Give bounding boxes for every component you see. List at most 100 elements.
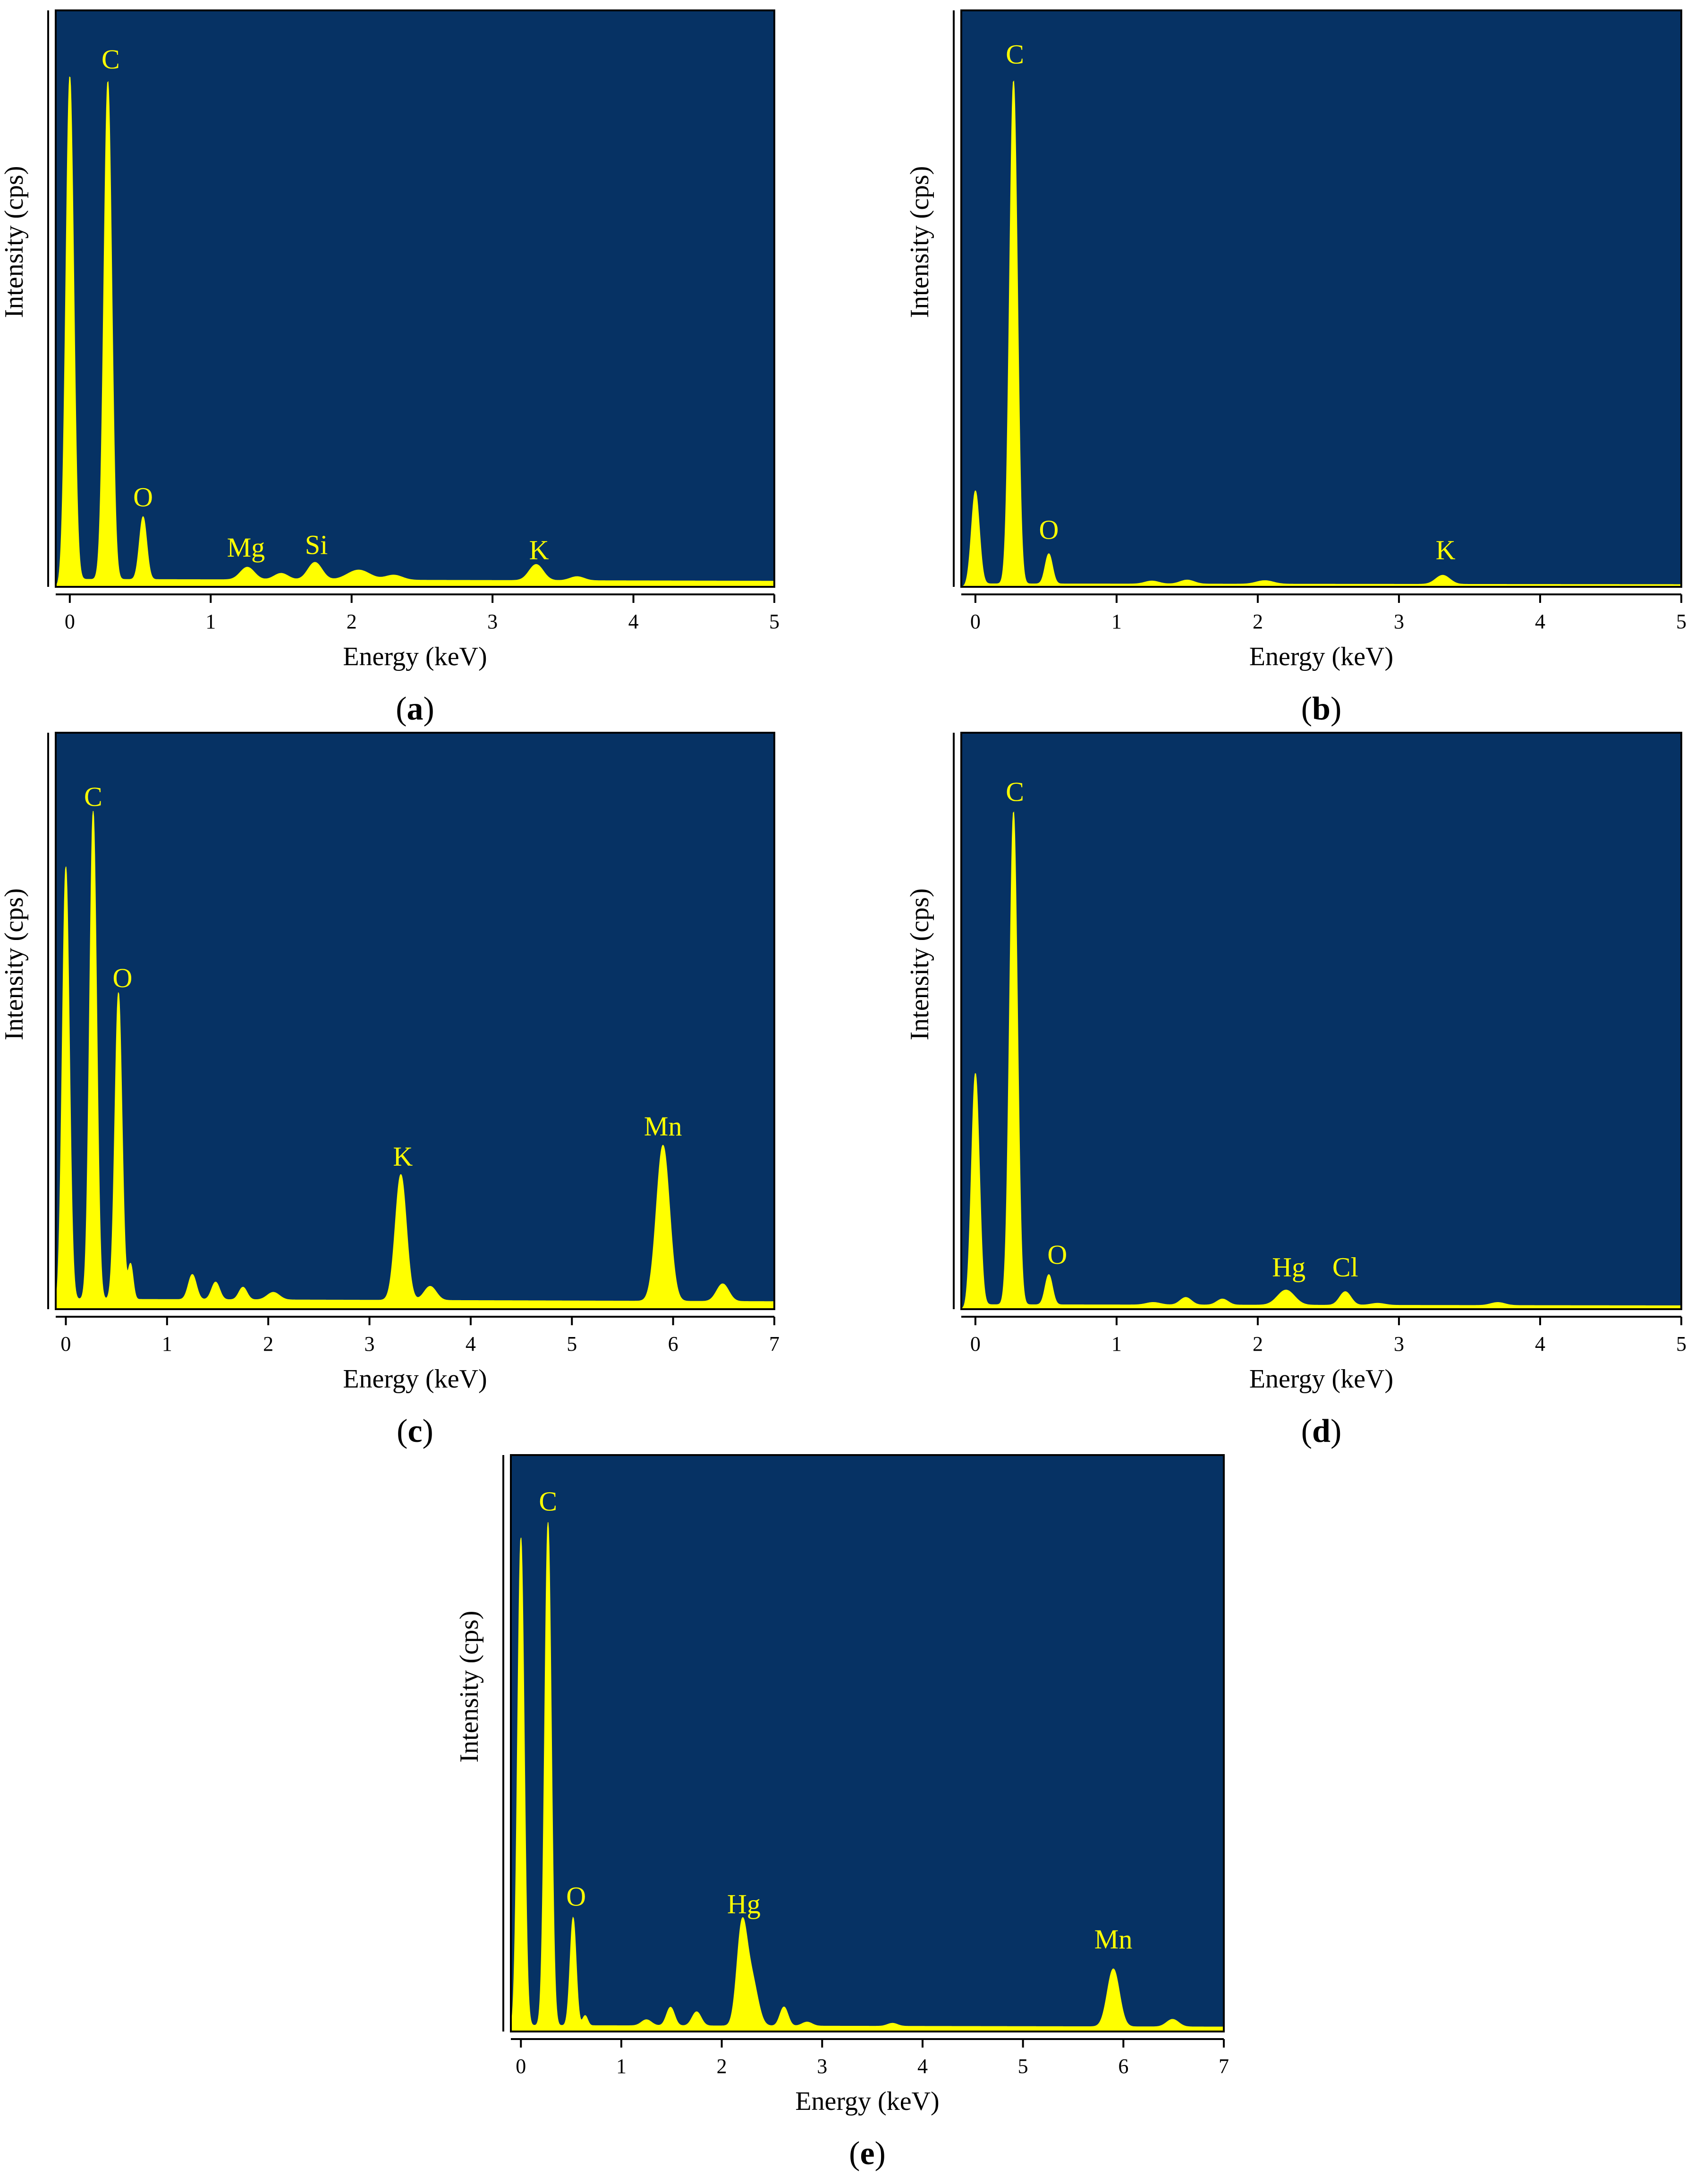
x-tick-label: 5: [769, 610, 780, 633]
panel-caption: (e): [849, 2135, 886, 2172]
caption-letter: c: [407, 1413, 422, 1449]
plot-background: [55, 9, 775, 588]
peak-label-mn: Mn: [644, 1111, 682, 1142]
caption-close-paren: ): [1331, 1413, 1341, 1449]
x-axis-title: Energy (keV): [1249, 1364, 1393, 1394]
x-tick-label: 4: [1535, 1332, 1545, 1355]
x-tick-label: 3: [487, 610, 498, 633]
panel-caption: (b): [1301, 691, 1342, 727]
x-tick-label: 5: [1018, 2055, 1028, 2078]
x-tick-label: 3: [1394, 1332, 1404, 1355]
x-tick-label: 1: [1111, 1332, 1122, 1355]
x-tick-label: 2: [347, 610, 357, 633]
peak-label-mn: Mn: [1094, 1924, 1133, 1955]
y-axis-title: Intensity (cps): [0, 166, 29, 318]
x-tick-label: 0: [516, 2055, 526, 2078]
x-tick-label: 1: [162, 1332, 172, 1355]
x-axis-title: Energy (keV): [1249, 642, 1393, 671]
caption-close-paren: ): [424, 691, 434, 727]
peak-label-c: C: [1006, 776, 1024, 807]
peak-label-si: Si: [305, 530, 328, 560]
peak-label-k: K: [529, 534, 549, 565]
x-tick-label: 3: [817, 2055, 827, 2078]
spectrum-area: [510, 1522, 1224, 2032]
caption-letter: e: [860, 2135, 874, 2172]
peak-label-o: O: [133, 482, 153, 512]
x-tick-label: 4: [1535, 610, 1545, 633]
chart-panel-c: 0 1 2 3 4 5 6 7 Energy (keV) Intensity (cps) C O K Mn…: [0, 732, 780, 1449]
spectrum-area: [961, 80, 1682, 587]
plot-background: [960, 732, 1682, 1310]
caption-open-paren: (: [1301, 1413, 1312, 1449]
chart-panel-e: 0 1 2 3 4 5 6 7 Energy (keV) Intensity (cps) C O Hg M…: [455, 1454, 1229, 2172]
panel-caption: (d): [1301, 1413, 1342, 1449]
chart-panel-d: 0 1 2 3 4 5 Energy (keV) Intensity (cps) C O Hg Cl (…: [905, 732, 1687, 1449]
caption-close-paren: ): [1331, 691, 1341, 727]
peak-label-cl: Cl: [1332, 1252, 1358, 1283]
chart-panel-a: 0 1 2 3 4 5 Energy (keV) Intensity (cps) C O Mg Si K…: [0, 9, 780, 727]
caption-letter: d: [1312, 1413, 1331, 1449]
x-tick-label: 5: [567, 1332, 577, 1355]
peak-label-k: K: [393, 1141, 413, 1172]
x-tick-label: 4: [628, 610, 639, 633]
peak-label-c: C: [539, 1486, 557, 1517]
x-tick-label: 1: [1111, 610, 1122, 633]
caption-open-paren: (: [396, 691, 407, 727]
x-tick-label: 0: [970, 1332, 981, 1355]
peak-label-k: K: [1436, 534, 1456, 565]
plot-frame: [960, 9, 1682, 588]
x-axis-title: Energy (keV): [795, 2087, 939, 2116]
caption-close-paren: ): [875, 2135, 886, 2172]
plot-frame: [55, 9, 775, 588]
x-tick-label: 0: [60, 1332, 71, 1355]
spectrum-area: [55, 811, 775, 1310]
peak-label-hg: Hg: [1272, 1252, 1305, 1283]
x-axis-title: Energy (keV): [343, 1364, 487, 1394]
peak-label-o: O: [1047, 1239, 1067, 1270]
chart-panel-b: 0 1 2 3 4 5 Energy (keV) Intensity (cps) C O K (b): [905, 9, 1687, 727]
x-axis-title: Energy (keV): [343, 642, 487, 671]
x-tick-label: 4: [917, 2055, 928, 2078]
x-tick-label: 0: [970, 610, 981, 633]
x-tick-label: 6: [1118, 2055, 1128, 2078]
panel-caption: (a): [396, 691, 434, 727]
spectrum-area: [55, 76, 775, 587]
peak-label-hg: Hg: [727, 1888, 761, 1919]
plot-frame: [960, 732, 1682, 1310]
x-tick-label: 4: [466, 1332, 476, 1355]
plot-frame: [510, 1454, 1225, 2032]
peak-label-o: O: [113, 963, 133, 993]
peak-label-o: O: [1039, 515, 1059, 545]
caption-open-paren: (: [1301, 691, 1312, 727]
y-axis-title: Intensity (cps): [905, 166, 934, 318]
x-tick-label: 2: [1253, 610, 1263, 633]
plot-frame: [55, 732, 775, 1310]
peak-label-c: C: [1006, 39, 1024, 69]
x-tick-label: 3: [1394, 610, 1404, 633]
x-tick-label: 2: [263, 1332, 273, 1355]
peak-label-mg: Mg: [227, 532, 265, 563]
x-tick-label: 7: [769, 1332, 780, 1355]
plot-background: [960, 9, 1682, 588]
y-axis-title: Intensity (cps): [905, 889, 934, 1041]
x-tick-label: 7: [1219, 2055, 1229, 2078]
x-tick-label: 6: [668, 1332, 678, 1355]
x-tick-label: 2: [1253, 1332, 1263, 1355]
plot-background: [510, 1454, 1225, 2032]
x-tick-label: 5: [1676, 1332, 1687, 1355]
x-tick-label: 2: [717, 2055, 727, 2078]
caption-open-paren: (: [397, 1413, 407, 1449]
x-tick-label: 5: [1676, 610, 1687, 633]
caption-close-paren: ): [423, 1413, 433, 1449]
x-tick-label: 1: [616, 2055, 627, 2078]
caption-letter: a: [407, 691, 424, 727]
peak-label-c: C: [102, 44, 120, 75]
x-tick-label: 3: [364, 1332, 375, 1355]
caption-letter: b: [1312, 691, 1331, 727]
x-tick-label: 0: [65, 610, 75, 633]
y-axis-title: Intensity (cps): [455, 1611, 484, 1763]
peak-label-c: C: [84, 781, 102, 812]
caption-open-paren: (: [849, 2135, 860, 2172]
x-tick-label: 1: [205, 610, 216, 633]
